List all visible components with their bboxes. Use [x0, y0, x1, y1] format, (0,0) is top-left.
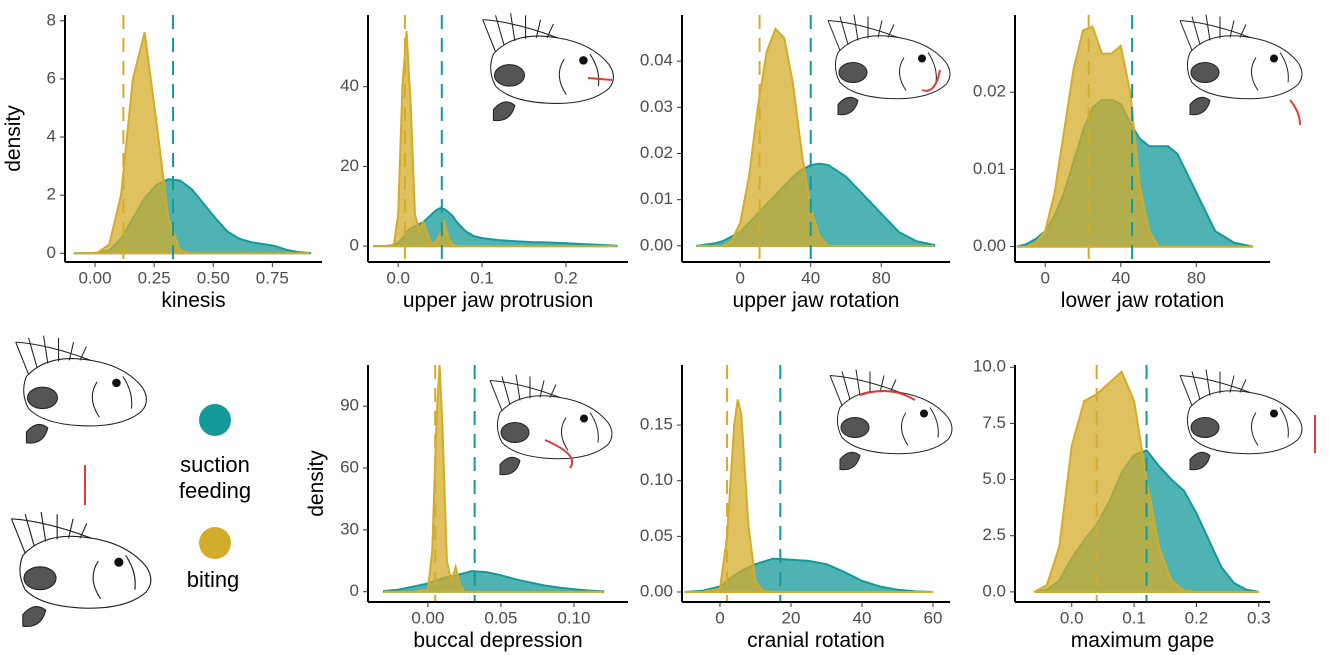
- y-tick-label: 2.5: [982, 525, 1006, 544]
- y-axis-title: density: [2, 105, 25, 172]
- x-tick-label: 0.50: [197, 268, 230, 287]
- x-tick-label: 40: [1111, 268, 1130, 287]
- y-axis-title: density: [305, 450, 328, 517]
- legend-swatch: [199, 404, 231, 436]
- x-axis-title: maximum gape: [1071, 629, 1215, 652]
- y-tick-label: 60: [340, 458, 359, 477]
- y-tick-label: 40: [340, 76, 359, 95]
- legend-label: suction feeding: [178, 452, 252, 503]
- y-tick-label: 0.00: [973, 236, 1006, 255]
- density-area: [73, 32, 311, 255]
- x-tick-label: 0.05: [484, 608, 517, 627]
- density-area: [1016, 25, 1253, 248]
- x-tick-label: 0: [735, 268, 744, 287]
- density-area: [373, 30, 617, 248]
- legend-swatch: [199, 527, 231, 559]
- legend-label: biting: [186, 567, 240, 592]
- y-tick-label: 10.0: [973, 357, 1006, 376]
- x-tick-label: 80: [872, 268, 891, 287]
- y-tick-label: 0.01: [640, 189, 673, 208]
- x-tick-label: 0.00: [78, 268, 111, 287]
- density-area: [696, 27, 935, 247]
- y-tick-label: 90: [340, 396, 359, 415]
- x-tick-label: 80: [1187, 268, 1206, 287]
- x-tick-label: 0.25: [138, 268, 171, 287]
- y-tick-label: 0.04: [640, 51, 673, 70]
- y-tick-label: 2: [47, 185, 56, 204]
- x-axis-title: upper jaw protrusion: [403, 289, 593, 312]
- x-tick-label: 0.2: [1185, 608, 1209, 627]
- y-tick-label: 0.15: [640, 415, 673, 434]
- y-tick-label: 0.0: [982, 581, 1006, 600]
- x-tick-label: 0: [715, 608, 724, 627]
- y-tick-label: 0: [47, 243, 56, 262]
- x-tick-label: 0.2: [554, 268, 578, 287]
- y-tick-label: 0.02: [640, 143, 673, 162]
- y-tick-label: 0.00: [640, 235, 673, 254]
- x-tick-label: 0.75: [256, 268, 289, 287]
- x-tick-label: 0.0: [1060, 608, 1084, 627]
- x-axis-title: cranial rotation: [747, 629, 885, 652]
- y-tick-label: 0.03: [640, 97, 673, 116]
- y-tick-label: 0.02: [973, 82, 1006, 101]
- y-tick-label: 6: [47, 68, 56, 87]
- x-axis-title: lower jaw rotation: [1061, 289, 1224, 312]
- y-tick-label: 0.10: [640, 470, 673, 489]
- density-area: [384, 364, 604, 593]
- x-tick-label: 0: [1040, 268, 1049, 287]
- y-tick-label: 30: [340, 519, 359, 538]
- density-area: [383, 570, 605, 593]
- x-tick-label: 0.00: [411, 608, 444, 627]
- y-tick-label: 0.00: [640, 581, 673, 600]
- x-tick-label: 0.1: [470, 268, 494, 287]
- x-tick-label: 20: [782, 608, 801, 627]
- x-tick-label: 40: [853, 608, 872, 627]
- density-area: [684, 399, 933, 593]
- x-tick-label: 0.1: [1122, 608, 1146, 627]
- x-tick-label: 0.10: [557, 608, 590, 627]
- x-axis-title: kinesis: [161, 289, 225, 312]
- y-tick-label: 0: [350, 236, 359, 255]
- y-tick-label: 0.01: [973, 159, 1006, 178]
- y-tick-label: 4: [47, 127, 56, 146]
- x-axis-title: buccal depression: [413, 629, 582, 652]
- x-tick-label: 0.0: [386, 268, 410, 287]
- x-axis-title: upper jaw rotation: [733, 289, 900, 312]
- y-tick-label: 0: [350, 581, 359, 600]
- x-tick-label: 60: [924, 608, 943, 627]
- y-tick-label: 5.0: [982, 469, 1006, 488]
- y-tick-label: 0.05: [640, 526, 673, 545]
- y-tick-label: 8: [47, 10, 56, 29]
- x-tick-label: 40: [801, 268, 820, 287]
- y-tick-label: 7.5: [982, 413, 1006, 432]
- x-tick-label: 0.3: [1247, 608, 1271, 627]
- illustrations: [10, 12, 1316, 628]
- y-tick-label: 20: [340, 156, 359, 175]
